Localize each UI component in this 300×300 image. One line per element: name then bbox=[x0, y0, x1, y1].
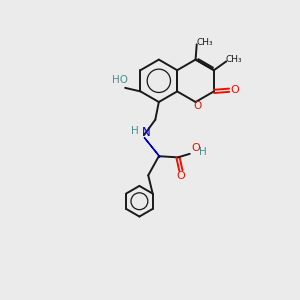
Polygon shape bbox=[144, 137, 160, 158]
Text: CH₃: CH₃ bbox=[196, 38, 213, 47]
Text: O: O bbox=[193, 101, 201, 111]
Text: N: N bbox=[142, 126, 151, 140]
Text: H: H bbox=[131, 126, 139, 136]
Text: O: O bbox=[230, 85, 239, 95]
Text: O: O bbox=[176, 171, 185, 181]
Text: O: O bbox=[192, 143, 201, 153]
Text: H: H bbox=[199, 147, 207, 157]
Text: HO: HO bbox=[112, 75, 128, 85]
Text: CH₃: CH₃ bbox=[226, 56, 242, 64]
